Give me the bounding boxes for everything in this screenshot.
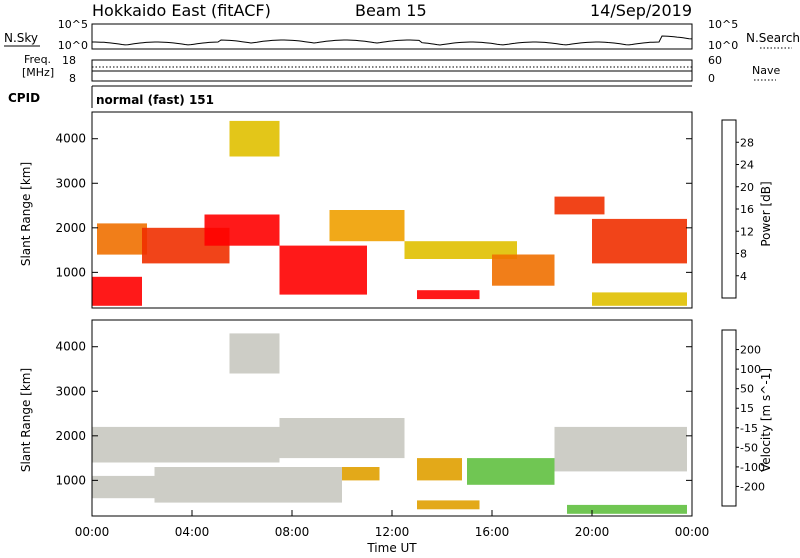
nave-label: Nave	[752, 64, 780, 77]
power-region-7	[404, 241, 517, 259]
x-tick-label-3: 12:00	[375, 525, 410, 539]
velocity-region-3	[154, 467, 342, 503]
velocity-region-8	[467, 458, 555, 485]
date-label: 14/Sep/2019	[590, 1, 692, 20]
velocity-colorbar-tick-label-4: -15	[740, 422, 758, 435]
power-colorbar-tick-label-4: 12	[740, 225, 754, 238]
velocity-region-6	[417, 458, 462, 481]
beam-label: Beam 15	[355, 1, 427, 20]
x-tick-label-5: 20:00	[575, 525, 610, 539]
freq-tick-left-bottom: 8	[69, 72, 76, 85]
velocity-region-4	[279, 418, 405, 459]
velocity-y-label: Slant Range [km]	[19, 368, 33, 472]
plot-title: Hokkaido East (fitACF)	[92, 1, 271, 20]
velocity-colorbar-tick-label-0: 200	[740, 344, 761, 357]
nsky-label: N.Sky	[4, 31, 38, 45]
noise-tick-left-bottom: 10^0	[58, 39, 88, 52]
velocity-colorbar-tick-label-6: -100	[740, 461, 765, 474]
noise-tick-right-top: 10^5	[708, 18, 738, 31]
power-region-1	[97, 223, 147, 255]
power-region-0	[92, 276, 142, 306]
x-axis-label: Time UT	[366, 541, 417, 554]
velocity-region-10	[567, 504, 687, 514]
cpid-value: normal (fast) 151	[96, 93, 214, 107]
velocity-colorbar-tick-label-7: -200	[740, 480, 765, 493]
nsearch-label: N.Search	[746, 31, 800, 45]
power-colorbar-frame	[721, 119, 737, 299]
power-region-6	[329, 210, 405, 242]
power-region-12	[592, 292, 687, 306]
noise-tick-right-bottom: 10^0	[708, 39, 738, 52]
x-tick-label-2: 08:00	[275, 525, 310, 539]
velocity-region-0	[92, 475, 155, 499]
power-colorbar-tick-label-1: 24	[740, 159, 754, 172]
freq-tick-right-bottom: 0	[708, 72, 715, 85]
velocity-colorbar-label: Velocity [m s^-1]	[759, 368, 773, 472]
velocity-colorbar-tick-label-2: 50	[740, 383, 754, 396]
velocity-colorbar-tick-label-3: 15	[740, 402, 754, 415]
velocity-heatmap-marks	[92, 333, 687, 514]
freq-label-line2: [MHz]	[22, 66, 54, 79]
velocity-ytick-label-2: 3000	[55, 384, 86, 398]
velocity-ytick-label-0: 1000	[55, 473, 86, 487]
velocity-y-axis: 1000 2000 3000 4000	[55, 340, 692, 487]
power-colorbar-tick-label-2: 20	[740, 181, 754, 194]
power-colorbar-tick-label-3: 16	[740, 203, 754, 216]
velocity-colorbar-tick-label-1: 100	[740, 363, 761, 376]
velocity-colorbar-tick-label-5: -50	[740, 441, 758, 454]
velocity-colorbar: 200 100 50 15 -15 -50 -100 -200	[721, 329, 765, 507]
freq-tick-left-top: 18	[62, 54, 76, 67]
freq-tick-right-top: 60	[708, 54, 722, 67]
freq-label-line1: Freq.	[24, 53, 51, 66]
velocity-ytick-label-3: 4000	[55, 340, 86, 354]
x-tick-label-4: 16:00	[475, 525, 510, 539]
power-region-3	[204, 214, 280, 246]
time-x-axis: 00:00 04:00 08:00 12:00 16:00 20:00 00:00	[75, 510, 710, 539]
velocity-region-7	[417, 500, 480, 510]
velocity-region-2	[229, 333, 280, 374]
power-ytick-label-2: 3000	[55, 176, 86, 190]
noise-tick-left-top: 10^5	[58, 18, 88, 31]
power-heatmap-marks	[92, 120, 687, 306]
power-colorbar: 28 24 20 16 12 8 4	[721, 119, 754, 299]
velocity-region-9	[554, 426, 687, 472]
velocity-ytick-label-1: 2000	[55, 429, 86, 443]
power-colorbar-label: Power [dB]	[759, 181, 773, 246]
power-region-8	[417, 290, 480, 300]
power-region-11	[592, 218, 687, 264]
power-region-5	[279, 245, 367, 295]
x-tick-label-0: 00:00	[75, 525, 110, 539]
velocity-region-5	[342, 467, 380, 481]
cpid-label: CPID	[8, 91, 40, 105]
velocity-region-1	[92, 426, 280, 463]
power-colorbar-tick-label-0: 28	[740, 136, 754, 149]
power-region-4	[229, 120, 280, 157]
noise-trace	[91, 35, 693, 46]
power-panel-frame	[91, 111, 693, 309]
power-ytick-label-3: 4000	[55, 132, 86, 146]
noise-panel-frame	[91, 23, 693, 50]
power-region-10	[554, 196, 605, 215]
power-ytick-label-0: 1000	[55, 265, 86, 279]
power-ytick-label-1: 2000	[55, 221, 86, 235]
x-tick-label-1: 04:00	[175, 525, 210, 539]
power-y-label: Slant Range [km]	[19, 162, 33, 266]
power-colorbar-tick-label-5: 8	[740, 248, 747, 261]
power-y-axis: 1000 2000 3000 4000	[55, 132, 692, 279]
power-region-9	[492, 254, 555, 286]
velocity-colorbar-frame	[721, 329, 737, 507]
x-tick-label-6: 00:00	[675, 525, 710, 539]
power-colorbar-tick-label-6: 4	[740, 270, 747, 283]
